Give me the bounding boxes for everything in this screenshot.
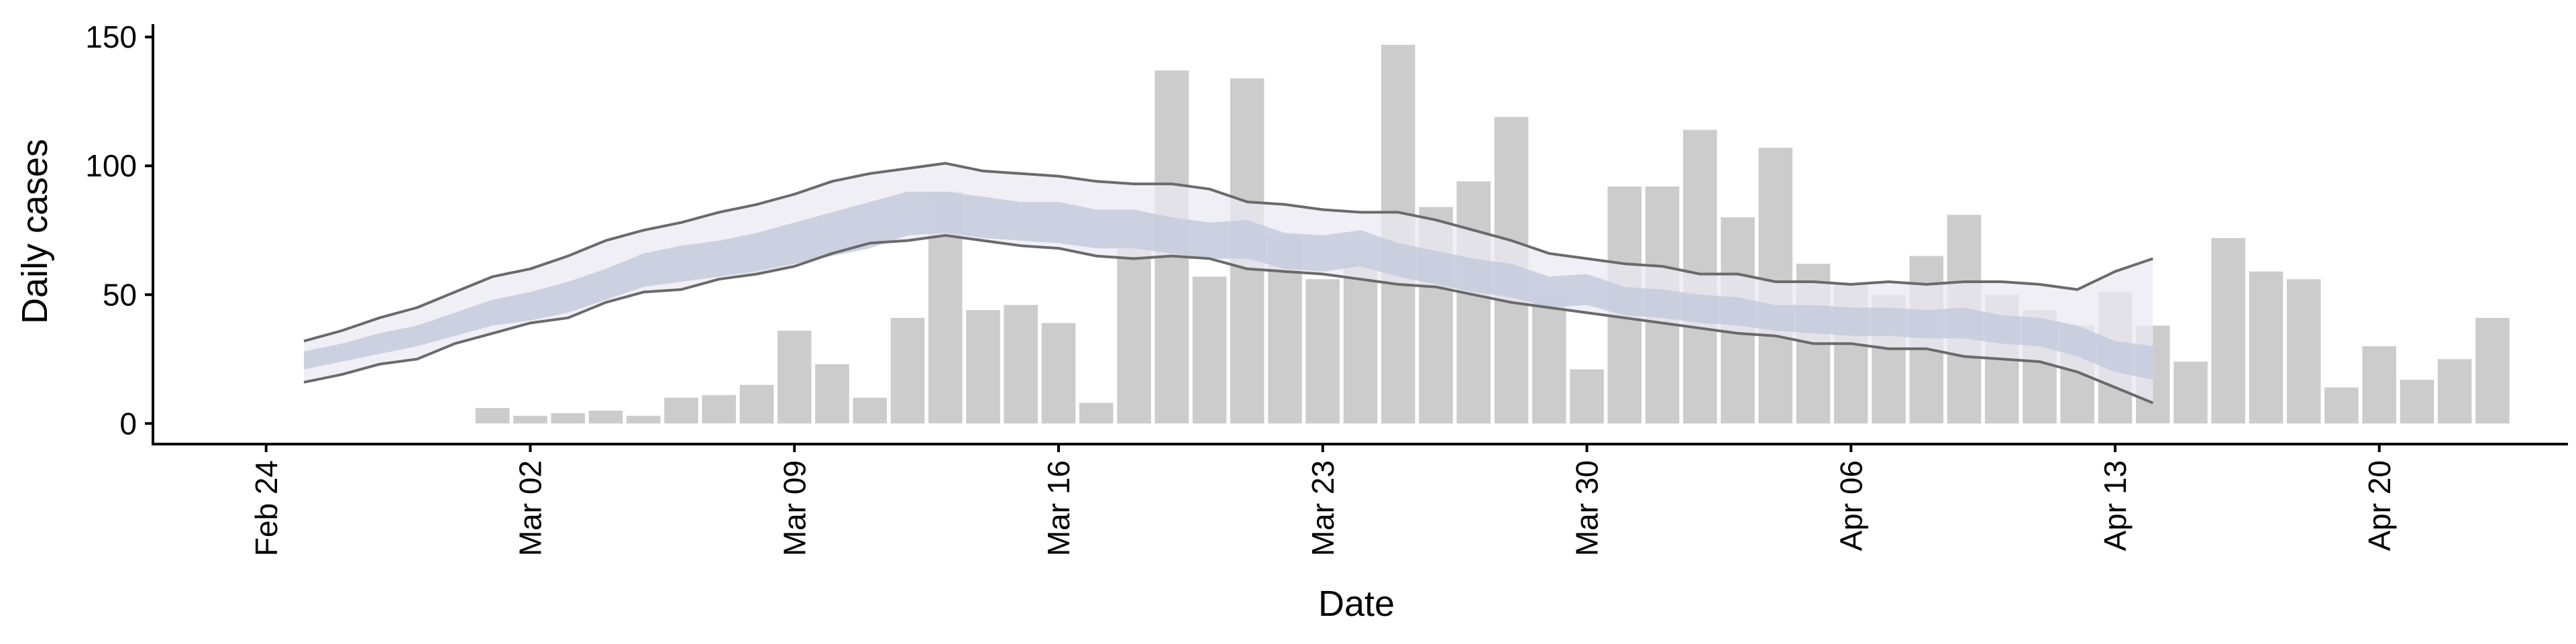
bar-2020-04-20 (2362, 346, 2396, 424)
bar-2020-03-11 (853, 397, 887, 424)
bar-2020-03-08 (739, 384, 774, 424)
bar-2020-03-14 (966, 310, 1000, 424)
median-interval-band (304, 191, 2153, 380)
bar-2020-04-15 (2174, 362, 2208, 424)
bar-2020-03-07 (702, 395, 736, 424)
lower-bound-line (303, 233, 2154, 405)
x-tick-label-2020-03-09: Mar 09 (777, 460, 812, 556)
bar-2020-04-16 (2211, 237, 2245, 424)
bar-2020-04-23 (2475, 317, 2510, 424)
bar-2020-03-02 (513, 415, 547, 424)
bar-2020-03-18 (1117, 248, 1151, 424)
x-tick-label-2020-03-30: Mar 30 (1570, 460, 1605, 556)
uncertainty-band-layer (303, 162, 2154, 405)
bar-2020-03-24 (1343, 264, 1378, 424)
x-tick-label-2020-04-20: Apr 20 (2362, 460, 2397, 551)
bar-2020-03-10 (815, 364, 849, 424)
outer-interval-band (304, 163, 2153, 403)
bar-2020-03-20 (1192, 276, 1227, 424)
x-axis-title: Date (1318, 584, 1395, 624)
x-tick-label-2020-02-24: Feb 24 (249, 460, 284, 556)
x-tick-label-2020-04-13: Apr 13 (2098, 460, 2133, 551)
bar-2020-03-03 (551, 413, 585, 424)
bar-2020-04-19 (2324, 387, 2359, 424)
axes-layer (152, 24, 2568, 445)
x-tick-label-2020-04-06: Apr 06 (1833, 460, 1868, 551)
y-ticks-layer: 0 50 100 150 (85, 19, 153, 441)
bar-2020-04-22 (2437, 359, 2472, 424)
bar-2020-03-17 (1079, 402, 1114, 424)
bar-2020-03-09 (777, 331, 812, 424)
bar-2020-03-16 (1041, 323, 1076, 424)
bar-2020-03-04 (588, 411, 623, 424)
bar-2020-04-17 (2249, 271, 2284, 424)
bar-2020-04-21 (2400, 380, 2434, 424)
bar-2020-03-27 (1456, 181, 1491, 424)
y-tick-label-0: 0 (119, 406, 137, 441)
y-tick-label-150: 150 (85, 19, 137, 54)
x-tick-label-2020-03-23: Mar 23 (1305, 460, 1340, 556)
bar-2020-03-23 (1305, 279, 1340, 424)
bar-2020-03-05 (626, 415, 661, 424)
x-tick-label-2020-03-16: Mar 16 (1041, 460, 1076, 556)
bar-2020-03-29 (1532, 294, 1566, 424)
bar-2020-03-15 (1004, 305, 1038, 424)
bar-2020-03-30 (1570, 369, 1604, 424)
y-tick-label-100: 100 (85, 148, 137, 183)
x-tick-label-2020-03-02: Mar 02 (513, 460, 548, 556)
x-ticks-layer: Feb 24 Mar 02 Mar 09 Mar 16 Mar 23 Mar 30 Apr … (249, 444, 2397, 556)
y-tick-label-50: 50 (103, 277, 137, 312)
bar-2020-03-06 (664, 397, 698, 424)
upper-bound-line (303, 162, 2153, 343)
bar-2020-04-18 (2286, 279, 2321, 424)
bar-2020-03-12 (890, 317, 925, 424)
bar-2020-03-01 (475, 408, 510, 424)
y-axis-title: Daily cases (15, 139, 55, 324)
